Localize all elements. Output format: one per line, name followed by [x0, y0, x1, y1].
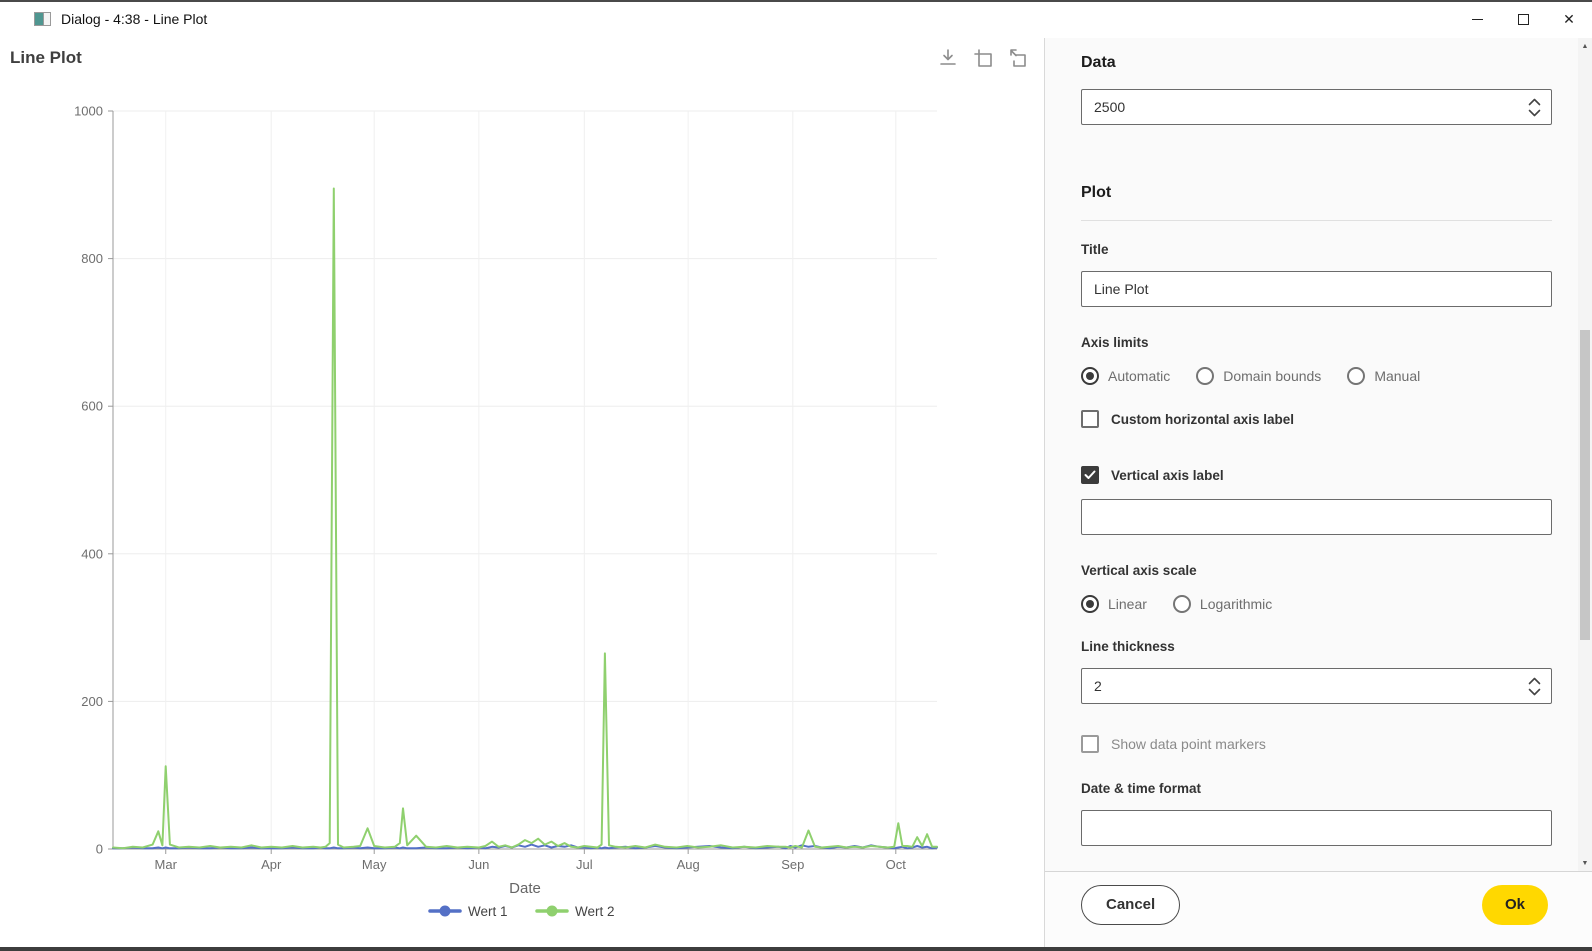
x-tick-label: Oct [886, 857, 907, 872]
spinner-down-icon [1528, 109, 1540, 116]
app-icon-left [35, 13, 44, 25]
app-icon [34, 12, 51, 26]
number-of-rows-spinner [1081, 89, 1552, 125]
x-axis-title: Date [509, 880, 541, 897]
x-tick-label: Aug [677, 857, 700, 872]
plot-title-field [1081, 271, 1552, 307]
y-tick-label: 1000 [74, 104, 103, 119]
radio-unselected-icon [1172, 595, 1191, 613]
window-controls: ✕ [1454, 0, 1592, 38]
y-tick-label: 0 [96, 842, 103, 857]
spinner-up-icon [1528, 98, 1540, 105]
line-thickness-input[interactable] [1082, 669, 1517, 703]
x-tick-label: Jul [576, 857, 593, 872]
radio-unselected-icon [1347, 367, 1366, 385]
title-bar: Dialog - 4:38 - Line Plot ✕ [0, 0, 1592, 38]
y-tick-label: 400 [81, 546, 103, 561]
line-plot-svg: 0 200 400 600 800 1000 Mar Apr May Jun Jul Aug Sep Oc… [74, 104, 938, 919]
vertical-axis-label-checkbox[interactable]: Vertical axis label [1081, 466, 1552, 484]
series-line-wert-2 [112, 187, 938, 850]
data-section-heading: Data [1081, 54, 1116, 71]
scrollbar-thumb[interactable] [1580, 330, 1590, 640]
scrollbar-up-arrow[interactable]: ▲ [1581, 42, 1589, 50]
number-of-rows-input[interactable] [1082, 90, 1517, 124]
spinner-arrows[interactable] [1517, 669, 1551, 703]
close-icon: ✕ [1563, 11, 1575, 27]
section-divider [1081, 220, 1552, 221]
spinner-arrows[interactable] [1517, 90, 1551, 124]
axis-limits-radio-group: Automatic Domain bounds Manual [1081, 367, 1552, 385]
legend-dot-marker [546, 905, 558, 917]
date-time-format-input[interactable] [1082, 811, 1551, 845]
x-tick-label: Jun [468, 857, 489, 872]
legend-item-wert-2[interactable]: Wert 2 [535, 904, 615, 919]
radio-selected-icon [1081, 595, 1099, 613]
cancel-button[interactable]: Cancel [1081, 884, 1181, 925]
vertical-axis-scale-radio-group: Linear Logarithmic [1081, 595, 1552, 613]
vertical-axis-label-field [1081, 499, 1552, 535]
show-data-point-markers-checkbox[interactable]: Show data point markers [1081, 735, 1552, 753]
chart-title: Line Plot [10, 48, 82, 67]
checkbox-unchecked-icon [1081, 735, 1099, 753]
legend-label: Wert 1 [468, 904, 508, 919]
chart-toolbar [936, 46, 1030, 70]
zoom-selection-icon[interactable] [971, 46, 995, 70]
x-tick-label: Mar [155, 857, 178, 872]
x-tick-label: May [362, 857, 387, 872]
window-top-edge [0, 0, 1592, 2]
legend-dot-marker [439, 905, 451, 917]
plot-section-heading: Plot [1081, 184, 1112, 201]
title-label: Title [1081, 242, 1109, 257]
plot-title-input[interactable] [1082, 272, 1551, 306]
date-time-format-label: Date & time format [1081, 781, 1202, 796]
y-tick-label: 200 [81, 694, 103, 709]
panel-scrollbar[interactable]: ▲ ▼ [1578, 38, 1592, 871]
y-tick-label: 800 [81, 251, 103, 266]
download-icon[interactable] [936, 46, 960, 70]
window-bottom-edge [0, 947, 1592, 951]
window-title: Dialog - 4:38 - Line Plot [61, 11, 208, 27]
app-icon-right [44, 13, 50, 25]
radio-automatic[interactable]: Automatic [1081, 367, 1170, 385]
radio-manual[interactable]: Manual [1347, 367, 1420, 385]
axis-limits-label: Axis limits [1081, 335, 1149, 350]
y-tick-label: 600 [81, 399, 103, 414]
close-button[interactable]: ✕ [1546, 0, 1592, 38]
radio-domain-bounds[interactable]: Domain bounds [1196, 367, 1321, 385]
vertical-axis-label-input[interactable] [1082, 500, 1551, 534]
reset-zoom-icon[interactable] [1006, 46, 1030, 70]
spinner-up-icon [1528, 677, 1540, 684]
line-thickness-label: Line thickness [1081, 639, 1175, 654]
dialog-body: Line Plot 0 200 400 600 800 1000 Mar Apr May Jun J… [0, 38, 1592, 951]
radio-logarithmic[interactable]: Logarithmic [1172, 595, 1272, 613]
minimize-button[interactable] [1454, 0, 1500, 38]
line-thickness-spinner [1081, 668, 1552, 704]
settings-scroll-area: Data Plot Title Axis limits [1045, 38, 1578, 871]
date-time-format-field [1081, 810, 1552, 846]
chart-pane: Line Plot 0 200 400 600 800 1000 Mar Apr May Jun J… [0, 38, 1045, 951]
checkbox-unchecked-icon [1081, 410, 1099, 428]
ok-button[interactable]: Ok [1481, 884, 1548, 925]
legend-label: Wert 2 [575, 904, 615, 919]
maximize-button[interactable] [1500, 0, 1546, 38]
settings-panel: Data Plot Title Axis limits [1045, 38, 1592, 951]
custom-horizontal-axis-label-checkbox[interactable]: Custom horizontal axis label [1081, 410, 1552, 428]
x-tick-label: Apr [261, 857, 282, 872]
dialog-footer: Cancel Ok [1045, 871, 1592, 951]
minimize-icon [1471, 18, 1483, 20]
radio-unselected-icon [1196, 367, 1215, 385]
legend-item-wert-1[interactable]: Wert 1 [428, 904, 508, 919]
checkbox-checked-icon [1081, 466, 1099, 484]
vertical-axis-scale-label: Vertical axis scale [1081, 563, 1197, 578]
scrollbar-down-arrow[interactable]: ▼ [1581, 859, 1589, 867]
radio-selected-icon [1081, 367, 1099, 385]
maximize-icon [1517, 13, 1529, 25]
x-tick-label: Sep [781, 857, 804, 872]
spinner-down-icon [1528, 688, 1540, 695]
radio-linear[interactable]: Linear [1081, 595, 1147, 613]
